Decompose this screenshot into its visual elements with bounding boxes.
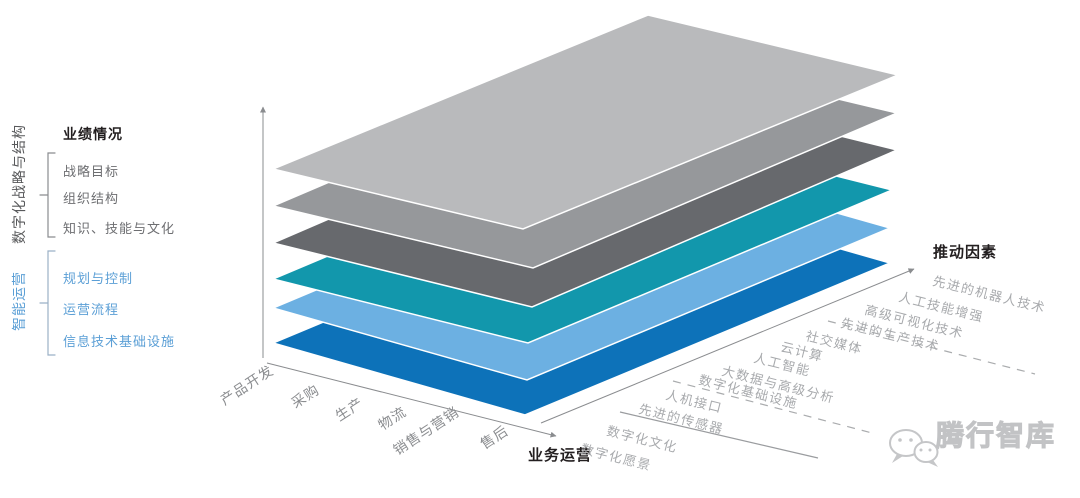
solid-separator	[619, 411, 819, 459]
performance-header: 业绩情况	[63, 126, 123, 142]
list-item-org-structure: 组织结构	[63, 191, 120, 206]
list-item-strategy-goal: 战略目标	[63, 164, 120, 179]
bracket-strategy-group	[39, 152, 56, 238]
right-axis-arrow	[540, 268, 915, 424]
bracket-operations-group	[39, 250, 56, 356]
bottom-axis-title: 业务运营	[528, 447, 593, 464]
vertical-label-strategy: 数字化战略与结构	[11, 124, 27, 244]
list-item-planning-control: 规划与控制	[63, 271, 134, 286]
watermark-logo-text: 腾行智库	[935, 420, 1057, 451]
list-item-operation-process: 运营流程	[63, 302, 120, 317]
right-axis-title: 推动因素	[933, 244, 998, 261]
bottom-axis-arrow	[266, 362, 557, 438]
dashed-separator-1	[827, 320, 1036, 375]
dashed-separator-2	[672, 380, 877, 435]
layer-top-light-gray	[270, 14, 901, 230]
list-item-knowledge-skills-culture: 知识、技能与文化	[63, 221, 176, 236]
vertical-label-operations: 智能运营	[11, 271, 27, 331]
list-item-it-infrastructure: 信息技术基础设施	[63, 334, 176, 349]
wechat-icon	[889, 429, 939, 467]
